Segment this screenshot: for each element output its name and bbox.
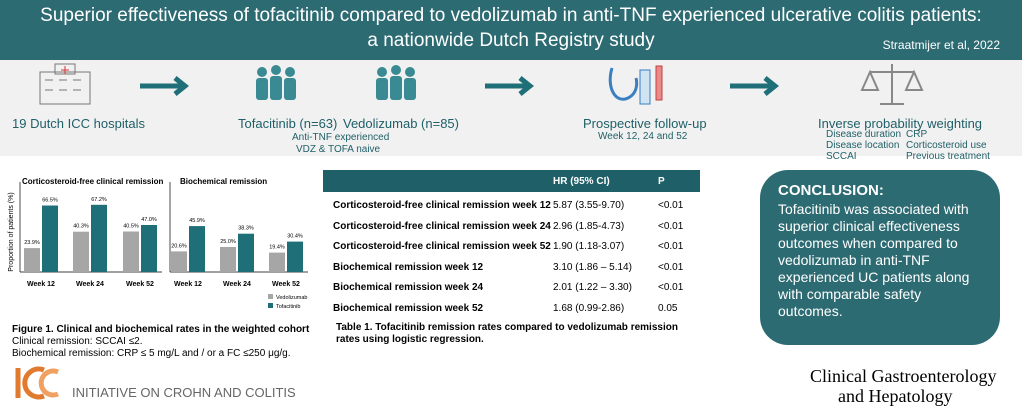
table-cell: Corticosteroid-free clinical remission w…	[333, 200, 551, 211]
value-label: 47.0%	[141, 217, 157, 223]
journal: and Hepatology	[838, 386, 953, 406]
flow-label: Tofacitinib (n=63)	[238, 116, 338, 131]
table-cell: <0.01	[658, 220, 684, 232]
x-tick-label: Week 52	[272, 281, 300, 288]
legend-swatch	[268, 294, 273, 299]
chart-title: Corticosteroid-free clinical remission	[22, 177, 163, 186]
bar	[24, 248, 40, 272]
flow-note: VDZ & TOFA naive	[296, 144, 381, 155]
table-cell: <0.01	[658, 261, 684, 273]
x-tick-label: Week 24	[223, 281, 251, 288]
citation: Straatmijer et al, 2022	[882, 38, 1000, 52]
bar	[73, 231, 89, 272]
x-tick-label: Week 12	[174, 281, 202, 288]
people-icon	[256, 65, 416, 100]
legend-swatch	[268, 303, 273, 308]
table-cell: <0.01	[658, 241, 684, 252]
covariate: Corticosteroid use	[906, 140, 987, 151]
conclusion-heading: CONCLUSION:	[778, 182, 884, 199]
table-cell: 2.96 (1.85-4.73)	[553, 220, 625, 232]
x-tick-label: Week 24	[76, 281, 104, 288]
y-axis-label: Proportion of patients (%)	[8, 192, 15, 271]
table-header: HR (95% CI)	[553, 176, 610, 187]
table-cell: 0.05	[658, 302, 678, 314]
flow-label: Inverse probability weighting	[818, 116, 983, 131]
figure-caption-title: Figure 1. Clinical and biochemical rates…	[12, 324, 310, 335]
covariate: Disease duration	[826, 129, 902, 140]
table-cell: 1.90 (1.18-3.07)	[553, 241, 625, 252]
title-line: Superior effectiveness of tofacitinib co…	[40, 5, 982, 26]
chart-title: Biochemical remission	[180, 177, 267, 186]
table-cell: Biochemical remission week 12	[333, 261, 484, 273]
table-cell: Corticosteroid-free clinical remission w…	[333, 220, 551, 232]
icc-logo	[15, 366, 59, 400]
value-label: 23.9%	[24, 240, 40, 246]
value-label: 67.2%	[91, 197, 107, 203]
flow-band	[0, 60, 1022, 156]
bar	[238, 233, 254, 272]
table-cell: 5.87 (3.55-9.70)	[553, 200, 625, 211]
bar	[141, 225, 157, 272]
bar	[91, 204, 107, 272]
covariate: Disease location	[826, 140, 900, 151]
value-label: 40.3%	[73, 224, 89, 230]
covariate: Previous treatment	[906, 151, 990, 162]
table-cell: Biochemical remission week 52	[333, 302, 484, 314]
table-cell: <0.01	[658, 200, 684, 211]
table-cell: 3.10 (1.86 – 5.14)	[553, 261, 632, 273]
figure-caption-line: Biochemical remission: CRP ≤ 5 mg/L and …	[12, 348, 291, 359]
legend-label: Tofacitinib	[276, 304, 300, 310]
legend-label: Vedolizumab	[276, 295, 308, 301]
value-label: 45.9%	[189, 218, 205, 224]
table-cell: 1.68 (0.99-2.86)	[553, 302, 625, 314]
value-label: 25.0%	[220, 239, 236, 245]
arrow	[730, 76, 780, 96]
bar	[42, 205, 58, 272]
scale-icon	[860, 64, 924, 105]
table-cell: Corticosteroid-free clinical remission w…	[333, 241, 551, 252]
table-cell: Biochemical remission week 24	[333, 282, 484, 293]
followup-icon	[608, 65, 663, 105]
value-label: 30.4%	[287, 234, 303, 240]
header-band	[0, 0, 1022, 60]
title-line: a nationwide Dutch Registry study	[367, 30, 655, 51]
arrow	[485, 76, 535, 96]
x-tick-label: Week 12	[27, 281, 55, 288]
value-label: 20.6%	[171, 243, 187, 249]
arrow	[140, 76, 190, 96]
table-cell: <0.01	[658, 282, 684, 293]
bar	[123, 231, 139, 272]
flow-label: Vedolizumab (n=85)	[343, 116, 459, 131]
x-tick-label: Week 52	[126, 281, 154, 288]
table-caption: Table 1. Tofacitinib remission rates com…	[336, 322, 678, 345]
organization: INITIATIVE ON CROHN AND COLITIS	[72, 385, 296, 400]
value-label: 66.5%	[42, 198, 58, 204]
flow-note: Week 12, 24 and 52	[598, 131, 688, 142]
value-label: 19.4%	[269, 245, 285, 251]
value-label: 38.3%	[238, 226, 254, 232]
bar	[269, 252, 285, 272]
bar	[189, 226, 205, 272]
flow-note: Anti-TNF experienced	[292, 132, 390, 143]
bar	[287, 241, 303, 272]
figure-caption-line: Clinical remission: SCCAI ≤2.	[12, 336, 143, 347]
table-header: P	[658, 176, 665, 187]
bar	[171, 251, 187, 272]
value-label: 40.5%	[123, 224, 139, 230]
flow-label: Prospective follow-up	[583, 116, 707, 131]
conclusion-text: Tofacitinib was associated with superior…	[778, 201, 970, 319]
table-cell: 2.01 (1.22 – 3.30)	[553, 282, 632, 293]
covariate: SCCAI	[826, 151, 857, 162]
bar	[220, 247, 236, 272]
covariate: CRP	[906, 129, 928, 140]
table-header-band	[323, 170, 700, 192]
journal: Clinical Gastroenterology	[810, 366, 997, 386]
hospital-icon	[39, 63, 91, 105]
flow-label: 19 Dutch ICC hospitals	[12, 116, 145, 131]
conclusion-box	[760, 170, 1000, 345]
